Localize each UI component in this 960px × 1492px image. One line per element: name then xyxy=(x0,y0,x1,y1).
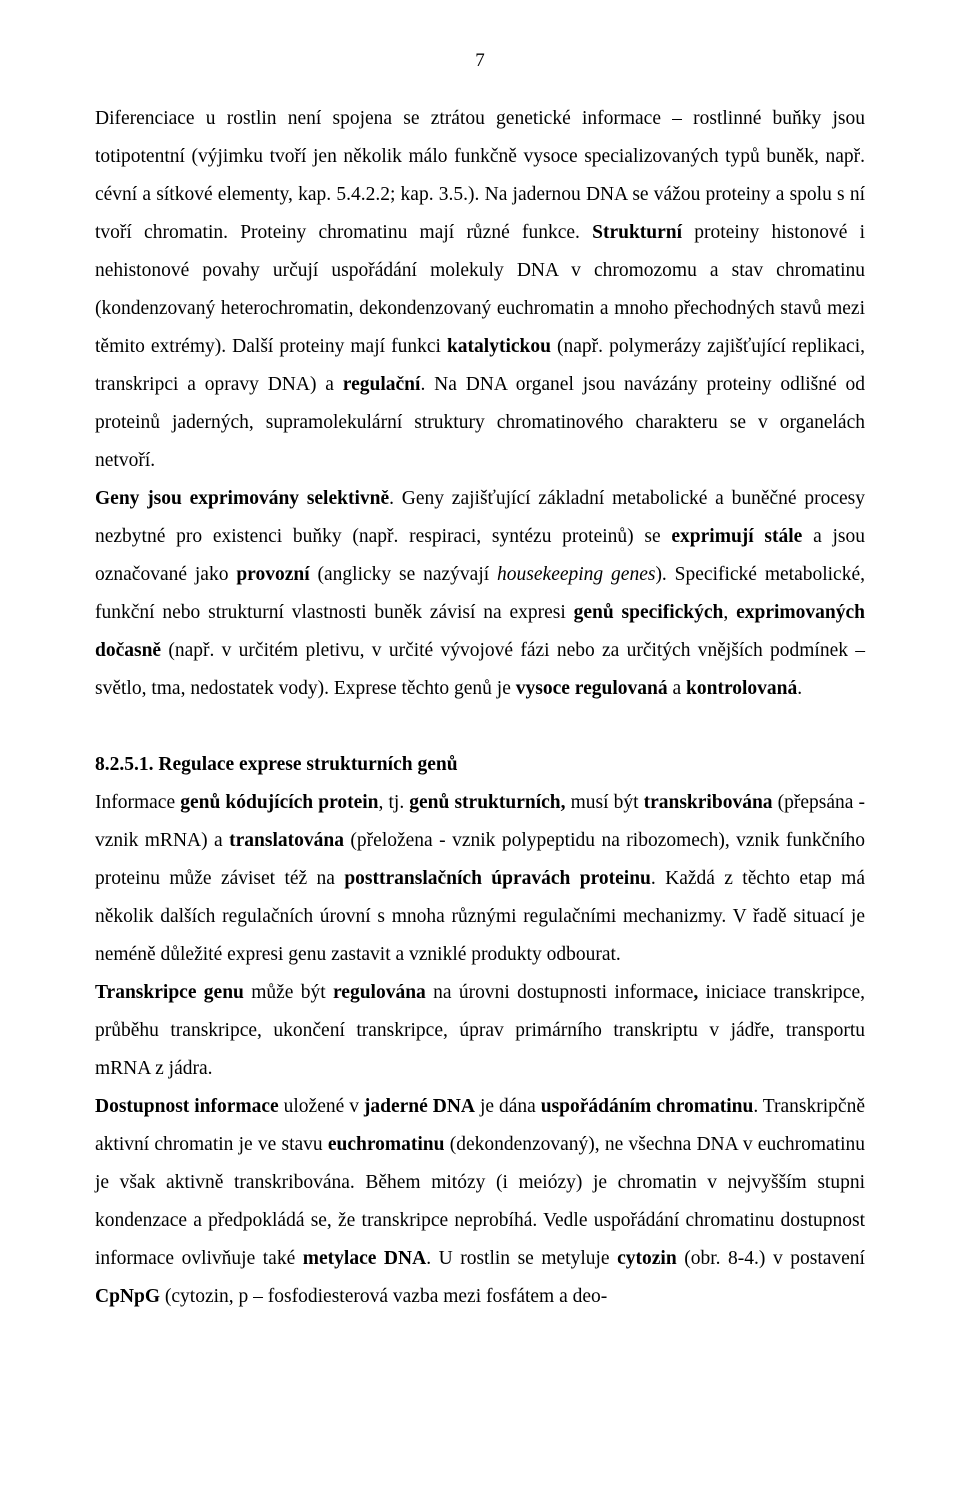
paragraph-2: Geny jsou exprimovány selektivně. Geny z… xyxy=(95,480,865,708)
paragraph-3: Informace genů kódujících protein, tj. g… xyxy=(95,784,865,974)
paragraph-4: Transkripce genu může být regulována na … xyxy=(95,974,865,1088)
paragraph-5: Dostupnost informace uložené v jaderné D… xyxy=(95,1088,865,1316)
section-heading: 8.2.5.1. Regulace exprese strukturních g… xyxy=(95,746,865,784)
page-number: 7 xyxy=(95,50,865,72)
paragraph-1: Diferenciace u rostlin není spojena se z… xyxy=(95,100,865,480)
